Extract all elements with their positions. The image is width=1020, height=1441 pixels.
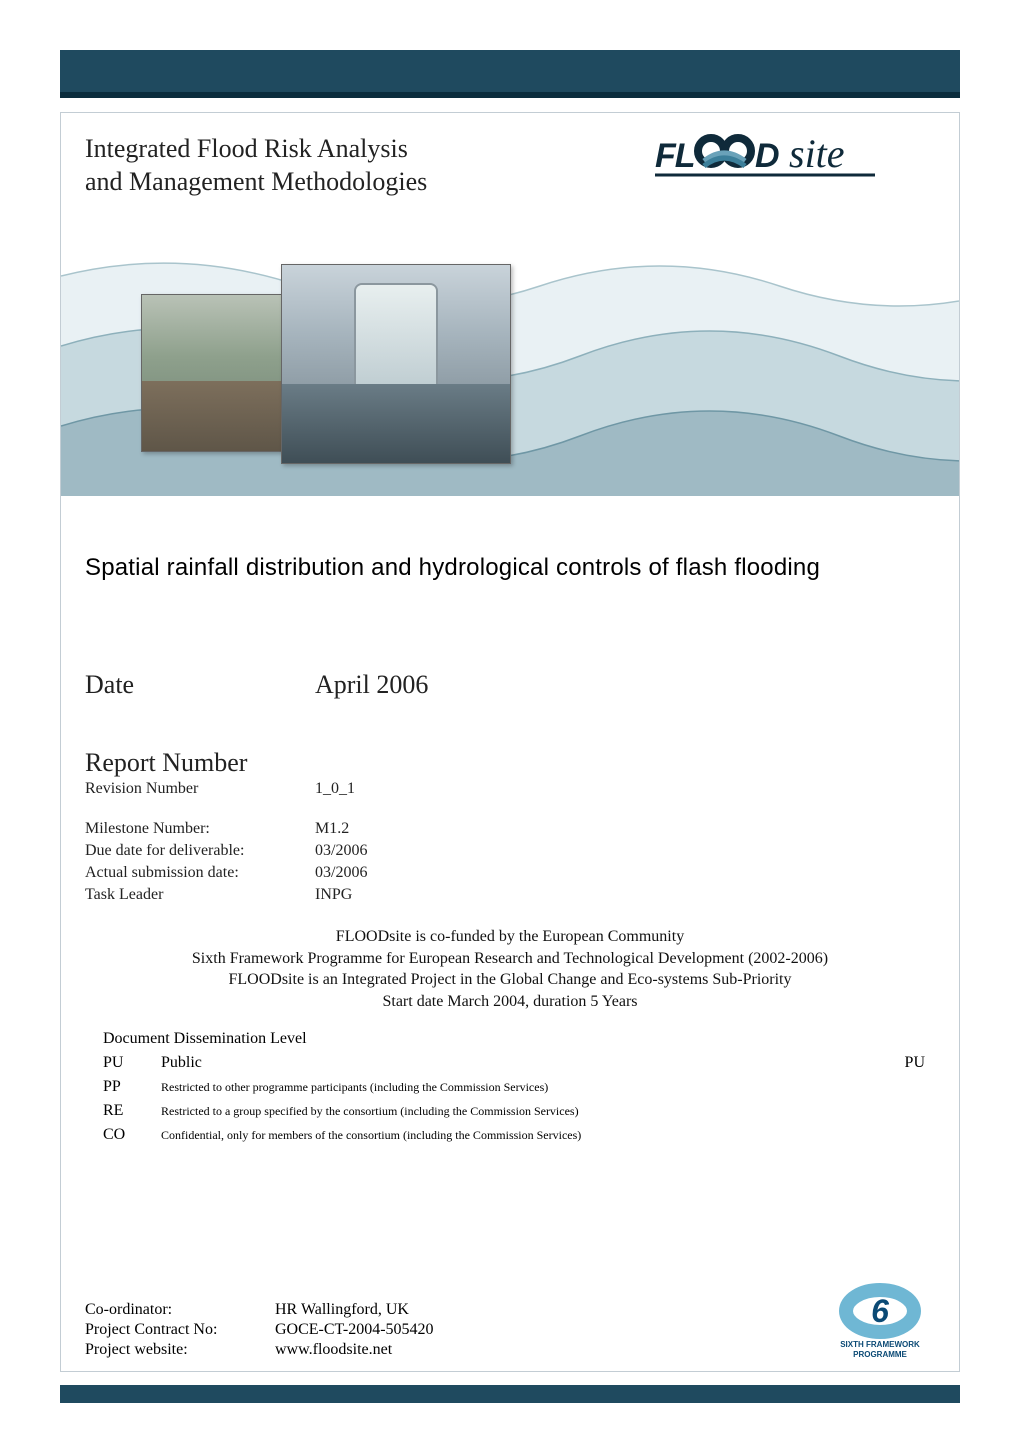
dissem-selected: PU [885, 1054, 925, 1072]
website-value: www.floodsite.net [275, 1341, 392, 1359]
contract-label: Project Contract No: [85, 1321, 275, 1339]
dissemination-heading: Document Dissemination Level [103, 1030, 925, 1048]
funding-text: FLOODsite is co-funded by the European C… [85, 926, 935, 1012]
dissem-desc: Restricted to other programme participan… [161, 1080, 861, 1095]
dissem-code: PP [103, 1078, 137, 1096]
actual-value: 03/2006 [315, 864, 367, 882]
hero-banner [61, 236, 959, 496]
taskleader-value: INPG [315, 886, 352, 904]
contract-value: GOCE-CT-2004-505420 [275, 1321, 434, 1339]
funding-line4: Start date March 2004, duration 5 Years [85, 991, 935, 1013]
actual-label: Actual submission date: [85, 864, 315, 882]
hero-photo-front [281, 264, 511, 464]
fp6-logo: 6 SIXTH FRAMEWORK PROGRAMME [825, 1283, 935, 1361]
report-number-label: Report Number [85, 748, 315, 778]
dissem-desc: Public [161, 1054, 861, 1072]
taskleader-label: Task Leader [85, 886, 315, 904]
dissemination-row: RE Restricted to a group specified by th… [103, 1102, 925, 1120]
svg-text:6: 6 [871, 1293, 889, 1329]
dissem-code: CO [103, 1126, 137, 1144]
coordinator-label: Co-ordinator: [85, 1301, 275, 1319]
top-header-bar [60, 50, 960, 98]
website-label: Project website: [85, 1341, 275, 1359]
dissemination-block: Document Dissemination Level PU Public P… [85, 1030, 935, 1144]
svg-text:site: site [789, 133, 845, 176]
dissem-desc: Restricted to a group specified by the c… [161, 1104, 861, 1119]
bottom-footer-bar [60, 1385, 960, 1403]
date-label: Date [85, 670, 315, 700]
project-subtitle: Integrated Flood Risk Analysis and Manag… [85, 133, 427, 198]
dissemination-row: PU Public PU [103, 1054, 925, 1072]
funding-line3: FLOODsite is an Integrated Project in th… [85, 969, 935, 991]
dissem-code: RE [103, 1102, 137, 1120]
document-title: Spatial rainfall distribution and hydrol… [85, 554, 935, 582]
dissemination-row: CO Confidential, only for members of the… [103, 1126, 925, 1144]
subtitle-line1: Integrated Flood Risk Analysis [85, 134, 408, 163]
svg-text:D: D [755, 137, 779, 175]
content-frame: Integrated Flood Risk Analysis and Manag… [60, 112, 960, 1372]
funding-line2: Sixth Framework Programme for European R… [85, 948, 935, 970]
dissem-code: PU [103, 1054, 137, 1072]
milestone-label: Milestone Number: [85, 820, 315, 838]
fp6-label2: PROGRAMME [853, 1350, 907, 1359]
svg-text:FL: FL [655, 137, 695, 175]
funding-line1: FLOODsite is co-funded by the European C… [85, 926, 935, 948]
due-label: Due date for deliverable: [85, 842, 315, 860]
fp6-label1: SIXTH FRAMEWORK [840, 1340, 920, 1349]
date-value: April 2006 [315, 670, 428, 700]
revision-value: 1_0_1 [315, 780, 355, 798]
subtitle-line2: and Management Methodologies [85, 167, 427, 196]
due-value: 03/2006 [315, 842, 367, 860]
coordinator-value: HR Wallingford, UK [275, 1301, 409, 1319]
dissem-desc: Confidential, only for members of the co… [161, 1128, 861, 1143]
floodsite-logo: FL D site [655, 133, 935, 183]
revision-label: Revision Number [85, 780, 315, 798]
dissemination-row: PP Restricted to other programme partici… [103, 1078, 925, 1096]
milestone-value: M1.2 [315, 820, 349, 838]
